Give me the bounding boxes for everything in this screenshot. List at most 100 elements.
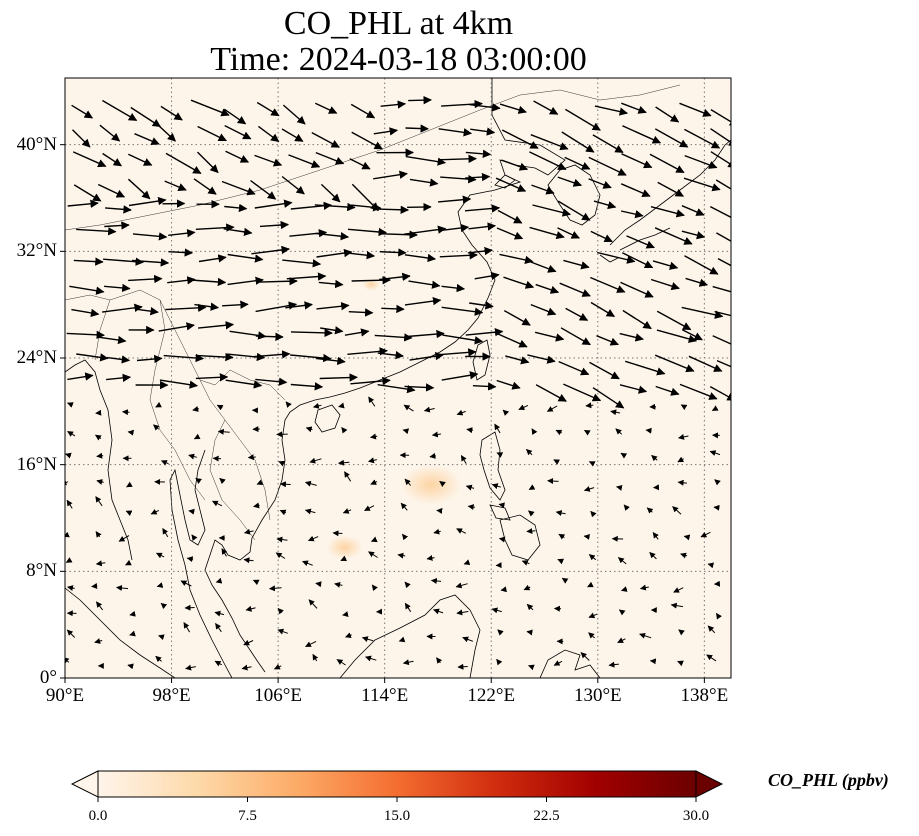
wind-arrow xyxy=(129,610,136,617)
wind-arrow xyxy=(255,301,298,313)
wind-arrow xyxy=(71,104,94,119)
wind-arrow xyxy=(528,510,535,517)
wind-arrow xyxy=(398,636,406,643)
border-line xyxy=(199,379,271,521)
taiwan-coastline xyxy=(472,339,491,381)
wind-arrow xyxy=(247,454,256,461)
wind-arrow xyxy=(503,276,535,289)
wind-arrow xyxy=(558,533,566,540)
wind-arrow xyxy=(617,637,626,644)
wind-arrow xyxy=(320,183,341,203)
co-plume xyxy=(326,535,363,560)
wind-arrow xyxy=(619,384,648,394)
wind-arrow xyxy=(259,220,290,230)
wind-arrow xyxy=(290,328,333,338)
wind-arrow xyxy=(620,183,651,198)
wind-arrow xyxy=(368,457,377,464)
wind-arrow xyxy=(190,99,230,117)
wind-arrow xyxy=(195,352,234,362)
hainan-coastline xyxy=(314,404,341,433)
wind-arrow xyxy=(136,354,163,364)
wind-arrow xyxy=(289,228,328,238)
wind-arrow xyxy=(95,496,103,507)
wind-arrow xyxy=(654,354,695,373)
wind-arrow xyxy=(188,508,195,515)
wind-arrow xyxy=(309,457,322,464)
wind-arrow xyxy=(94,638,103,644)
wind-arrow xyxy=(338,459,350,466)
wind-arrow xyxy=(131,258,170,267)
wind-arrow xyxy=(565,108,601,131)
wind-arrow xyxy=(589,361,620,380)
wind-arrow xyxy=(652,532,659,540)
wind-arrow xyxy=(610,409,621,416)
wind-arrow xyxy=(104,221,130,230)
wind-arrow xyxy=(503,309,531,326)
wind-arrow xyxy=(222,300,249,309)
wind-arrow xyxy=(491,607,502,614)
wind-arrow xyxy=(250,179,277,200)
wind-arrow xyxy=(106,373,132,383)
wind-arrow xyxy=(186,556,194,563)
wind-arrow xyxy=(405,124,429,133)
wind-arrow xyxy=(381,230,418,239)
wind-arrow xyxy=(368,551,378,558)
wind-arrow xyxy=(594,105,629,116)
wind-arrow xyxy=(244,528,254,535)
wind-arrow xyxy=(439,251,478,260)
wind-arrow xyxy=(217,428,230,435)
wind-arrow xyxy=(404,296,442,306)
wind-arrow xyxy=(155,552,165,559)
wind-arrow xyxy=(304,508,316,515)
wind-arrow xyxy=(560,327,591,346)
wind-arrow xyxy=(379,272,411,282)
wind-arrow xyxy=(160,602,168,610)
lon-tick-label: 122°E xyxy=(467,685,516,706)
wind-arrow xyxy=(467,504,475,510)
wind-arrow xyxy=(69,285,105,295)
wind-arrow xyxy=(341,427,348,434)
wind-arrow xyxy=(678,629,685,636)
wind-arrow xyxy=(256,479,264,485)
wind-arrow xyxy=(710,128,731,147)
wind-arrow xyxy=(528,260,557,273)
wind-arrow xyxy=(501,159,529,171)
wind-arrow xyxy=(526,629,533,636)
wind-arrow xyxy=(159,379,199,389)
wind-arrow xyxy=(583,429,591,436)
wind-arrow xyxy=(557,227,580,239)
wind-arrow xyxy=(156,582,164,588)
wind-arrow xyxy=(374,205,410,214)
wind-arrow xyxy=(457,663,468,670)
wind-arrow xyxy=(224,203,248,213)
wind-arrow xyxy=(168,228,196,238)
wind-arrow xyxy=(654,128,689,148)
wind-arrow xyxy=(535,283,560,294)
wind-arrow xyxy=(619,332,644,342)
wind-arrow xyxy=(497,209,523,224)
wind-arrow xyxy=(403,404,414,412)
wind-arrow xyxy=(377,350,404,360)
wind-arrow xyxy=(688,355,723,372)
wind-arrow xyxy=(590,510,597,518)
wind-arrow xyxy=(347,347,388,356)
wind-arrow xyxy=(66,629,76,638)
wind-arrow xyxy=(530,134,569,151)
colorbar-min-extension xyxy=(70,770,99,798)
wind-arrow xyxy=(465,172,491,182)
wind-arrow xyxy=(588,156,627,176)
wind-arrow xyxy=(349,158,371,170)
wind-arrow xyxy=(558,360,590,376)
wind-arrow xyxy=(656,310,692,331)
wind-arrow xyxy=(469,301,494,310)
wind-arrow xyxy=(223,108,247,125)
wind-arrow xyxy=(531,184,555,195)
wind-arrow xyxy=(365,655,377,662)
wind-arrow xyxy=(553,660,563,666)
wind-arrow xyxy=(275,552,286,559)
wind-arrow xyxy=(677,479,687,486)
wind-arrow xyxy=(132,232,168,241)
wind-arrow xyxy=(277,628,288,635)
wind-arrow xyxy=(76,353,109,362)
wind-arrow xyxy=(155,655,162,663)
